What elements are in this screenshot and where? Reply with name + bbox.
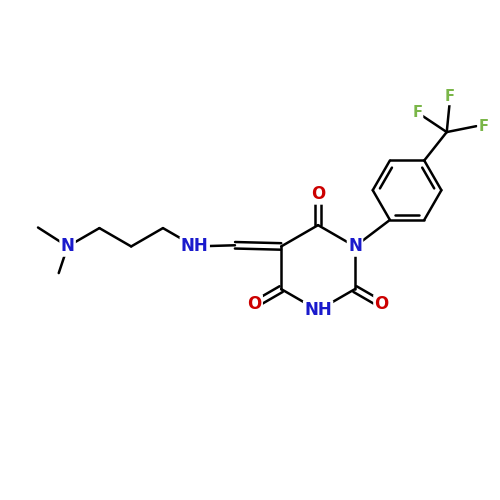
Text: O: O [374, 296, 389, 314]
Text: O: O [248, 296, 262, 314]
Text: NH: NH [304, 302, 332, 320]
Text: F: F [478, 118, 488, 134]
Text: F: F [444, 89, 454, 104]
Text: N: N [60, 238, 74, 256]
Text: N: N [348, 238, 362, 256]
Text: F: F [412, 105, 422, 120]
Text: O: O [311, 186, 325, 204]
Text: NH: NH [181, 238, 208, 256]
